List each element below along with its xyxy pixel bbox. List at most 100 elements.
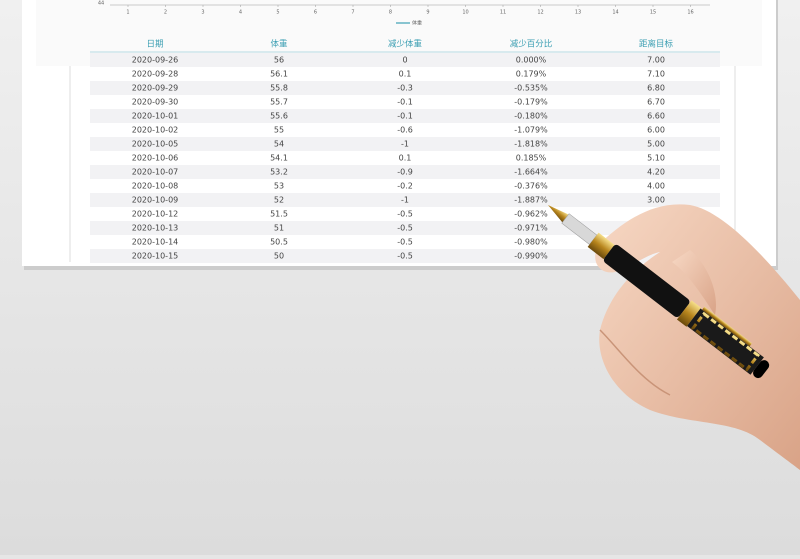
cell: 2020-09-30 xyxy=(132,98,179,107)
cell: 5.10 xyxy=(647,154,665,163)
cell: 55 xyxy=(274,126,284,135)
cell: 0.000% xyxy=(516,56,547,65)
cell: -0.180% xyxy=(514,112,548,121)
cell: 2020-10-15 xyxy=(132,252,179,261)
cell: -0.6 xyxy=(397,126,413,135)
cell: 54.1 xyxy=(270,154,288,163)
x-ticks: 1 2 3 4 5 6 7 8 9 10 11 12 13 14 15 16 xyxy=(126,5,694,16)
cell: 2020-09-29 xyxy=(132,84,179,93)
cell: 2020-10-12 xyxy=(132,210,179,219)
x-tick-label: 6 xyxy=(314,10,317,16)
cell: 53 xyxy=(274,182,284,191)
cell: 0.179% xyxy=(516,70,547,79)
cell: 53.2 xyxy=(270,168,288,177)
cell: -0.9 xyxy=(397,168,413,177)
cell: -1.664% xyxy=(514,168,548,177)
cell: 6.60 xyxy=(647,112,665,121)
cell: 52 xyxy=(274,196,284,205)
cell: -0.971% xyxy=(514,224,548,233)
cell: 3.00 xyxy=(647,196,665,205)
cell: 0.185% xyxy=(516,154,547,163)
cell: 4.20 xyxy=(647,168,665,177)
cell: 56 xyxy=(274,56,284,65)
cell: -0.376% xyxy=(514,182,548,191)
cell: -0.2 xyxy=(397,182,413,191)
cell: -0.5 xyxy=(397,238,413,247)
x-tick-label: 14 xyxy=(612,10,618,16)
row-band xyxy=(90,221,720,235)
cell: -0.3 xyxy=(397,84,413,93)
cell: 2020-09-26 xyxy=(132,56,179,65)
x-tick-label: 11 xyxy=(500,10,506,16)
row-band xyxy=(90,165,720,179)
x-tick-label: 4 xyxy=(239,10,242,16)
thumb xyxy=(672,250,716,315)
x-tick-label: 3 xyxy=(201,10,204,16)
cell: -0.5 xyxy=(397,252,413,261)
x-tick-label: 16 xyxy=(687,10,693,16)
cell: -0.1 xyxy=(397,98,413,107)
cell: -1.079% xyxy=(514,126,548,135)
cell: 50 xyxy=(274,252,284,261)
cell: 2020-10-09 xyxy=(132,196,179,205)
cell: -0.5 xyxy=(397,210,413,219)
cell: -1.887% xyxy=(514,196,548,205)
cell: 2020-09-28 xyxy=(132,70,179,79)
row-band xyxy=(90,81,720,95)
x-tick-label: 12 xyxy=(537,10,543,16)
cell: 54 xyxy=(274,140,284,149)
cell: 50.5 xyxy=(270,238,288,247)
pen xyxy=(548,205,770,379)
table: 日期 体重 减少体重 减少百分比 距离目标 2020-09-26 56 0 0.000% 7.00… xyxy=(90,39,720,263)
cell: 6.00 xyxy=(647,126,665,135)
cell: 51.5 xyxy=(270,210,288,219)
cell: 2020-10-06 xyxy=(132,154,179,163)
cell: 2020-10-08 xyxy=(132,182,179,191)
cell: -0.962% xyxy=(514,210,548,219)
row-band xyxy=(90,249,720,263)
cell: 51 xyxy=(274,224,284,233)
x-tick-label: 2 xyxy=(164,10,167,16)
cell: 2020-10-13 xyxy=(132,224,179,233)
cell: -1 xyxy=(401,140,409,149)
column-header: 体重 xyxy=(270,39,288,50)
row-band xyxy=(90,53,720,67)
row-band xyxy=(90,193,720,207)
cell: 0.1 xyxy=(399,154,412,163)
x-tick-label: 8 xyxy=(389,10,392,16)
column-header: 减少百分比 xyxy=(510,39,553,50)
cell: 5.00 xyxy=(647,140,665,149)
cell: 56.1 xyxy=(270,70,288,79)
x-tick-label: 5 xyxy=(276,10,279,16)
cell: -1.818% xyxy=(514,140,548,149)
y-tick-label: 44 xyxy=(98,1,104,7)
x-tick-label: 15 xyxy=(650,10,656,16)
cell: 55.7 xyxy=(270,98,288,107)
cell: 6.80 xyxy=(647,84,665,93)
x-tick-label: 10 xyxy=(462,10,468,16)
cell: 55.6 xyxy=(270,112,288,121)
cell: -1 xyxy=(401,196,409,205)
column-header: 距离目标 xyxy=(639,39,674,50)
cell: 7.10 xyxy=(647,70,665,79)
x-tick-label: 13 xyxy=(575,10,581,16)
cell: 2020-10-02 xyxy=(132,126,179,135)
column-header: 日期 xyxy=(146,40,163,50)
cell: 2020-10-07 xyxy=(132,168,179,177)
column-header: 减少体重 xyxy=(388,39,423,50)
cell: 6.70 xyxy=(647,98,665,107)
cell: 4.00 xyxy=(647,182,665,191)
cell: -0.535% xyxy=(514,84,548,93)
cell: 2020-10-01 xyxy=(132,112,179,121)
cell: -0.5 xyxy=(397,224,413,233)
cell: -0.1 xyxy=(397,112,413,121)
x-tick-label: 1 xyxy=(126,10,129,16)
cell: 55.8 xyxy=(270,84,288,93)
legend-label: 体重 xyxy=(412,20,422,27)
cell: 0 xyxy=(402,56,407,65)
cell: -0.980% xyxy=(514,238,548,247)
x-tick-label: 7 xyxy=(351,10,354,16)
cell: 0.1 xyxy=(399,70,412,79)
cell: 2020-10-05 xyxy=(132,140,179,149)
